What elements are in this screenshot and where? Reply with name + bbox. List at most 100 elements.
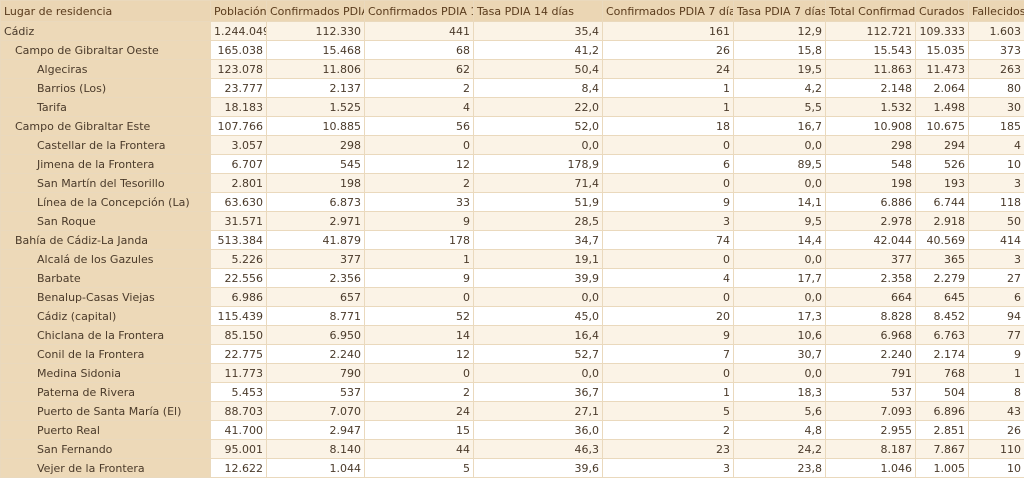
data-cell: 12	[364, 154, 474, 174]
data-cell: 24	[602, 59, 734, 79]
place-name: Tarifa	[0, 97, 211, 117]
data-cell: 110	[968, 439, 1024, 459]
table-row: Conil de la Frontera 22.775 2.240 12 52,7 7 30…	[0, 344, 1024, 364]
data-cell: 2	[364, 173, 474, 193]
data-cell: 112.721	[825, 21, 916, 41]
data-cell: 5,6	[733, 401, 826, 421]
data-cell: 0	[602, 287, 734, 307]
column-header: Confirmados PDIA	[266, 0, 365, 22]
data-cell: 0,0	[473, 287, 603, 307]
table-body: Cádiz 1.244.049 112.330 441 35,4 161 12,9 112.7…	[0, 21, 1024, 478]
data-cell: 26	[602, 40, 734, 60]
data-cell: 513.384	[210, 230, 267, 250]
data-cell: 3	[602, 458, 734, 478]
data-cell: 2.801	[210, 173, 267, 193]
place-name: Puerto de Santa María (El)	[0, 401, 211, 421]
table-row: Puerto de Santa María (El) 88.703 7.070 24 2…	[0, 401, 1024, 421]
table-row: Medina Sidonia 11.773 790 0 0,0 0 0,0 791 768 1	[0, 363, 1024, 383]
data-cell: 17,7	[733, 268, 826, 288]
data-cell: 0,0	[733, 287, 826, 307]
data-cell: 6	[968, 287, 1024, 307]
data-cell: 0,0	[733, 173, 826, 193]
table-row: San Martín del Tesorillo 2.801 198 2 71,4 0 0,…	[0, 173, 1024, 193]
data-cell: 545	[266, 154, 365, 174]
data-cell: 645	[915, 287, 969, 307]
data-cell: 2.918	[915, 211, 969, 231]
data-cell: 9	[968, 344, 1024, 364]
data-cell: 15.035	[915, 40, 969, 60]
column-header: Curados	[915, 0, 969, 22]
data-cell: 0,0	[733, 363, 826, 383]
data-cell: 41.879	[266, 230, 365, 250]
table-row: San Fernando 95.001 8.140 44 46,3 23 24,2 8.187…	[0, 439, 1024, 459]
data-cell: 2.851	[915, 420, 969, 440]
data-cell: 50	[968, 211, 1024, 231]
data-cell: 42.044	[825, 230, 916, 250]
data-cell: 5	[364, 458, 474, 478]
data-cell: 8	[968, 382, 1024, 402]
data-cell: 2	[602, 420, 734, 440]
data-cell: 6.707	[210, 154, 267, 174]
data-cell: 8.828	[825, 306, 916, 326]
place-name: Cádiz	[0, 21, 211, 41]
data-cell: 26	[968, 420, 1024, 440]
table-row: Castellar de la Frontera 3.057 298 0 0,0 0 0,0…	[0, 135, 1024, 155]
data-cell: 46,3	[473, 439, 603, 459]
table-row: Barrios (Los) 23.777 2.137 2 8,4 1 4,2 2.148 2.0…	[0, 78, 1024, 98]
data-cell: 77	[968, 325, 1024, 345]
data-cell: 30	[968, 97, 1024, 117]
data-cell: 112.330	[266, 21, 365, 41]
data-cell: 10,6	[733, 325, 826, 345]
data-cell: 1	[602, 78, 734, 98]
column-header: Tasa PDIA 14 días	[473, 0, 603, 22]
data-cell: 1.046	[825, 458, 916, 478]
column-header: Confirmados PDIA 14 días	[364, 0, 474, 22]
data-cell: 8.187	[825, 439, 916, 459]
data-cell: 0	[602, 135, 734, 155]
place-name: San Martín del Tesorillo	[0, 173, 211, 193]
column-header: Fallecidos	[968, 0, 1024, 22]
data-cell: 9	[364, 268, 474, 288]
data-cell: 0	[602, 249, 734, 269]
data-cell: 365	[915, 249, 969, 269]
data-cell: 2.279	[915, 268, 969, 288]
data-cell: 109.333	[915, 21, 969, 41]
data-cell: 0,0	[473, 135, 603, 155]
place-name: Línea de la Concepción (La)	[0, 192, 211, 212]
data-cell: 41,2	[473, 40, 603, 60]
table-row: Alcalá de los Gazules 5.226 377 1 19,1 0 0,0 37…	[0, 249, 1024, 269]
data-cell: 1.525	[266, 97, 365, 117]
data-cell: 414	[968, 230, 1024, 250]
column-header: Población	[210, 0, 267, 22]
data-cell: 2	[364, 78, 474, 98]
data-cell: 80	[968, 78, 1024, 98]
data-cell: 5,5	[733, 97, 826, 117]
data-cell: 664	[825, 287, 916, 307]
data-cell: 6.896	[915, 401, 969, 421]
data-cell: 15.543	[825, 40, 916, 60]
data-cell: 161	[602, 21, 734, 41]
table-row: Cádiz (capital) 115.439 8.771 52 45,0 20 17,3 8…	[0, 306, 1024, 326]
data-cell: 537	[825, 382, 916, 402]
data-cell: 39,6	[473, 458, 603, 478]
data-cell: 15,8	[733, 40, 826, 60]
data-cell: 373	[968, 40, 1024, 60]
data-cell: 52,7	[473, 344, 603, 364]
table-row: Vejer de la Frontera 12.622 1.044 5 39,6 3 23,…	[0, 458, 1024, 478]
data-cell: 178	[364, 230, 474, 250]
column-header: Tasa PDIA 7 días	[733, 0, 826, 22]
data-cell: 24,2	[733, 439, 826, 459]
place-name: Benalup-Casas Viejas	[0, 287, 211, 307]
place-name: Chiclana de la Frontera	[0, 325, 211, 345]
data-cell: 34,7	[473, 230, 603, 250]
table-row: Algeciras 123.078 11.806 62 50,4 24 19,5 11.863…	[0, 59, 1024, 79]
place-name: Puerto Real	[0, 420, 211, 440]
data-cell: 18	[602, 116, 734, 136]
data-cell: 68	[364, 40, 474, 60]
data-cell: 4,2	[733, 78, 826, 98]
data-cell: 19,1	[473, 249, 603, 269]
place-name: San Fernando	[0, 439, 211, 459]
data-cell: 1.005	[915, 458, 969, 478]
data-cell: 44	[364, 439, 474, 459]
